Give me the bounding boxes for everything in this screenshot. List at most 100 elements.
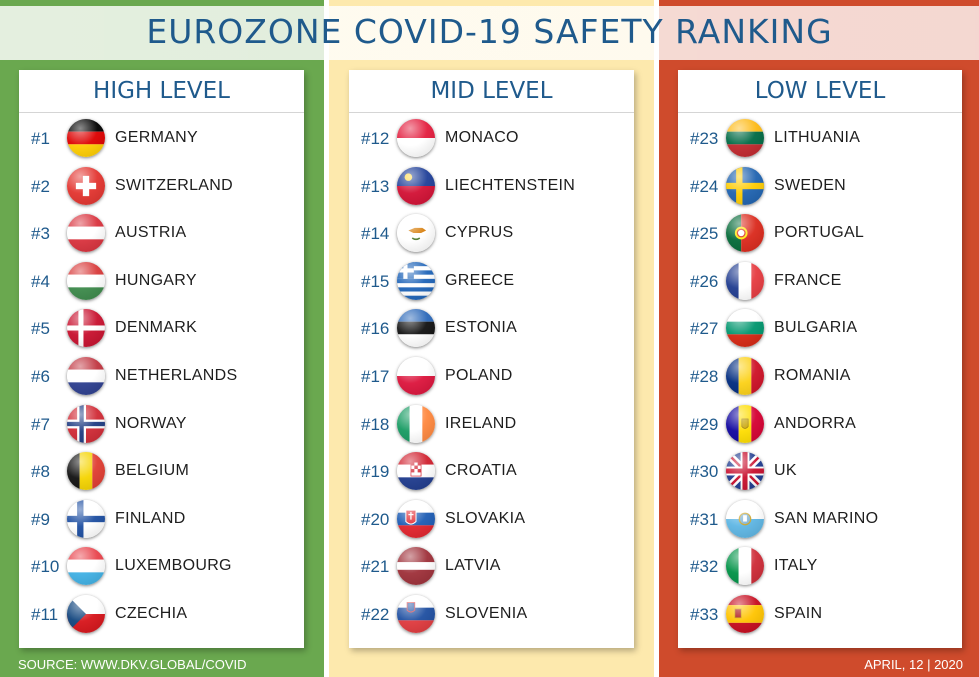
rank-number: #27: [690, 319, 719, 339]
rank-number: #24: [690, 176, 719, 196]
country-name: GREECE: [445, 271, 515, 289]
ranking-row: #19 CROATIA: [349, 452, 634, 492]
country-name: IRELAND: [445, 414, 517, 432]
rank-number: #29: [690, 414, 719, 434]
country-name: SPAIN: [774, 605, 823, 622]
ranking-row: #7 NORWAY: [19, 404, 304, 445]
column-divider: [654, 0, 659, 677]
netherlands-flag-icon: [67, 357, 105, 395]
panel-divider: [349, 112, 634, 113]
ranking-row: #12 MONACO: [349, 119, 634, 159]
rank-number: #13: [361, 176, 390, 196]
switzerland-flag-icon: [67, 166, 105, 205]
rank-number: #16: [361, 319, 390, 339]
austria-flag-icon: [67, 214, 105, 253]
slovenia-flag-icon: [397, 595, 435, 633]
ranking-row: #27 BULGARIA: [678, 309, 962, 349]
belgium-flag-icon: [67, 452, 105, 491]
panel-heading: LOW LEVEL: [754, 78, 886, 104]
rank-number: #4: [31, 271, 50, 291]
country-name: LIECHTENSTEIN: [445, 176, 576, 194]
rank-number: #22: [361, 605, 390, 624]
rank-number: #28: [690, 367, 719, 386]
rank-number: #14: [361, 224, 390, 244]
lithuania-flag-icon: [726, 119, 764, 157]
liechtenstein-flag-icon: [397, 166, 435, 205]
ranking-row: #22 SLOVENIA: [349, 595, 634, 635]
title-band: [0, 6, 979, 60]
luxembourg-flag-icon: [67, 547, 105, 586]
rank-number: #32: [690, 557, 719, 577]
rank-number: #11: [31, 605, 59, 624]
country-name: SAN MARINO: [774, 509, 879, 527]
column-divider: [324, 0, 329, 677]
ranking-row: #16 ESTONIA: [349, 309, 634, 349]
portugal-flag-icon: [726, 214, 764, 253]
country-name: NORWAY: [115, 414, 187, 432]
france-flag-icon: [726, 261, 764, 300]
country-name: PORTUGAL: [774, 224, 865, 242]
country-name: BELGIUM: [115, 462, 190, 480]
rank-number: #10: [31, 557, 60, 577]
ranking-row: #11 CZECHIA: [19, 595, 304, 635]
rank-number: #1: [31, 129, 50, 148]
croatia-flag-icon: [397, 452, 435, 491]
country-name: ROMANIA: [774, 367, 851, 384]
country-name: ANDORRA: [774, 414, 857, 432]
country-name: FINLAND: [115, 509, 186, 527]
rank-number: #6: [31, 367, 50, 386]
country-name: ITALY: [774, 557, 818, 575]
ranking-row: #29 ANDORRA: [678, 404, 962, 445]
rank-number: #9: [31, 509, 50, 529]
rank-number: #21: [361, 557, 390, 577]
country-name: SLOVENIA: [445, 605, 528, 622]
rank-number: #19: [361, 462, 390, 482]
finland-flag-icon: [67, 499, 105, 538]
source-note: SOURCE: WWW.DKV.GLOBAL/COVID: [18, 657, 247, 672]
ranking-row: #1 GERMANY: [19, 119, 304, 159]
ranking-row: #30 UK: [678, 452, 962, 492]
ranking-row: #2 SWITZERLAND: [19, 166, 304, 207]
hungary-flag-icon: [67, 261, 105, 300]
country-name: AUSTRIA: [115, 224, 187, 242]
ranking-row: #8 BELGIUM: [19, 452, 304, 492]
country-name: GERMANY: [115, 129, 198, 146]
ranking-row: #4 HUNGARY: [19, 261, 304, 302]
ranking-row: #18 IRELAND: [349, 404, 634, 445]
latvia-flag-icon: [397, 547, 435, 586]
san-marino-flag-icon: [726, 499, 764, 538]
ranking-row: #20 SLOVAKIA: [349, 499, 634, 540]
country-name: MONACO: [445, 129, 519, 146]
rank-number: #33: [690, 605, 719, 624]
ranking-row: #9 FINLAND: [19, 499, 304, 540]
czechia-flag-icon: [67, 595, 105, 633]
low-level-panel: LOW LEVEL #23 LITHUANIA #24 SWEDEN #25 PORTUG…: [678, 70, 962, 648]
country-name: DENMARK: [115, 319, 198, 337]
ranking-row: #21 LATVIA: [349, 547, 634, 587]
country-name: UK: [774, 462, 797, 480]
uk-flag-icon: [726, 452, 764, 491]
ranking-row: #32 ITALY: [678, 547, 962, 587]
country-name: HUNGARY: [115, 271, 197, 289]
ranking-row: #10 LUXEMBOURG: [19, 547, 304, 587]
andorra-flag-icon: [726, 404, 764, 443]
ranking-row: #5 DENMARK: [19, 309, 304, 349]
page-title: EUROZONE COVID-19 SAFETY RANKING: [146, 12, 833, 51]
country-name: CZECHIA: [115, 605, 188, 622]
rank-number: #2: [31, 176, 50, 196]
rank-number: #30: [690, 462, 719, 482]
rank-number: #18: [361, 414, 390, 434]
country-name: NETHERLANDS: [115, 367, 238, 384]
ranking-row: #25 PORTUGAL: [678, 214, 962, 254]
rank-number: #26: [690, 271, 719, 291]
panel-divider: [19, 112, 304, 113]
high-level-panel: HIGH LEVEL #1 GERMANY #2 SWITZERLAND #3 AUSTR…: [19, 70, 304, 648]
rank-number: #15: [361, 271, 390, 291]
sweden-flag-icon: [726, 166, 764, 205]
rank-number: #8: [31, 462, 50, 482]
rank-number: #12: [361, 129, 390, 148]
panel-heading: MID LEVEL: [430, 78, 553, 104]
country-name: SLOVAKIA: [445, 509, 526, 527]
country-name: LITHUANIA: [774, 129, 861, 146]
country-name: LATVIA: [445, 557, 501, 575]
